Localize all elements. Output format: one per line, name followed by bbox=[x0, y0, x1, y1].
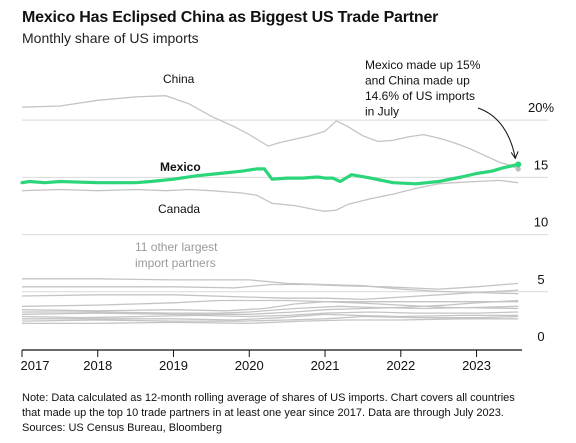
grid-lines bbox=[22, 119, 548, 293]
y-tick-label: 5 bbox=[537, 272, 544, 287]
canada-label: Canada bbox=[158, 202, 200, 216]
chart-note: Note: Data calculated as 12-month rollin… bbox=[22, 391, 567, 436]
chart-title: Mexico Has Eclipsed China as Biggest US … bbox=[22, 9, 439, 26]
source-line: Sources: US Census Bureau, Bloomberg bbox=[22, 422, 222, 434]
mexico-end-marker bbox=[515, 161, 522, 168]
x-tick-label: 2021 bbox=[311, 358, 340, 373]
annotation-arrowhead bbox=[510, 151, 519, 160]
line-chart: China Mexico Canada 11 other largest import … bbox=[20, 58, 555, 373]
series-line-other bbox=[21, 299, 519, 307]
x-tick-label: 2022 bbox=[386, 358, 415, 373]
y-tick-label: 20% bbox=[528, 100, 554, 115]
series-line-other bbox=[21, 301, 519, 312]
group-label-line-1: 11 other largest bbox=[135, 240, 218, 254]
annotation-line: 14.6% of US imports bbox=[365, 89, 475, 103]
series-line-other bbox=[22, 318, 519, 325]
series-line-other bbox=[22, 305, 519, 314]
china-label: China bbox=[163, 72, 195, 86]
x-tick-label: 2020 bbox=[235, 358, 264, 373]
group-label-line-2: import partners bbox=[135, 256, 216, 270]
annotation-arrow bbox=[477, 107, 516, 158]
annotation: Mexico made up 15% and China made up14.6%… bbox=[365, 58, 519, 160]
series-line-other bbox=[21, 315, 519, 322]
china-end-marker bbox=[515, 166, 521, 172]
series-line-mexico bbox=[20, 162, 520, 186]
background-series bbox=[21, 95, 519, 325]
y-tick-label: 10 bbox=[534, 215, 548, 230]
y-tick-label: 0 bbox=[537, 329, 544, 344]
series-line-other bbox=[22, 282, 519, 290]
series-labels: China Mexico Canada 11 other largest import … bbox=[135, 72, 218, 270]
x-tick-label: 2023 bbox=[462, 358, 491, 373]
series-line-other bbox=[22, 313, 519, 321]
note-line-2: that made up the top 10 trade partners i… bbox=[22, 407, 504, 419]
highlight-series bbox=[20, 161, 522, 186]
y-tick-label: 15 bbox=[534, 157, 548, 172]
axes: 0 5 10 15 20% 2017 2018 2019 2020 2021 2022 2023 bbox=[21, 100, 555, 373]
series-line-china bbox=[21, 95, 519, 170]
x-tick-label: 2019 bbox=[159, 358, 188, 373]
annotation-line: in July bbox=[365, 105, 399, 119]
x-tick-label: 2018 bbox=[83, 358, 112, 373]
series-line-other bbox=[21, 289, 519, 301]
note-line-1: Note: Data calculated as 12-month rollin… bbox=[22, 392, 515, 404]
mexico-label: Mexico bbox=[160, 160, 201, 174]
series-line-other bbox=[21, 299, 519, 315]
x-tick-label: 2017 bbox=[21, 358, 50, 373]
series-line-canada bbox=[21, 179, 519, 212]
chart-subtitle: Monthly share of US imports bbox=[22, 30, 199, 46]
annotation-line: and China made up bbox=[365, 74, 470, 88]
series-line-other bbox=[21, 311, 519, 319]
annotation-line: Mexico made up 15% bbox=[365, 58, 481, 72]
